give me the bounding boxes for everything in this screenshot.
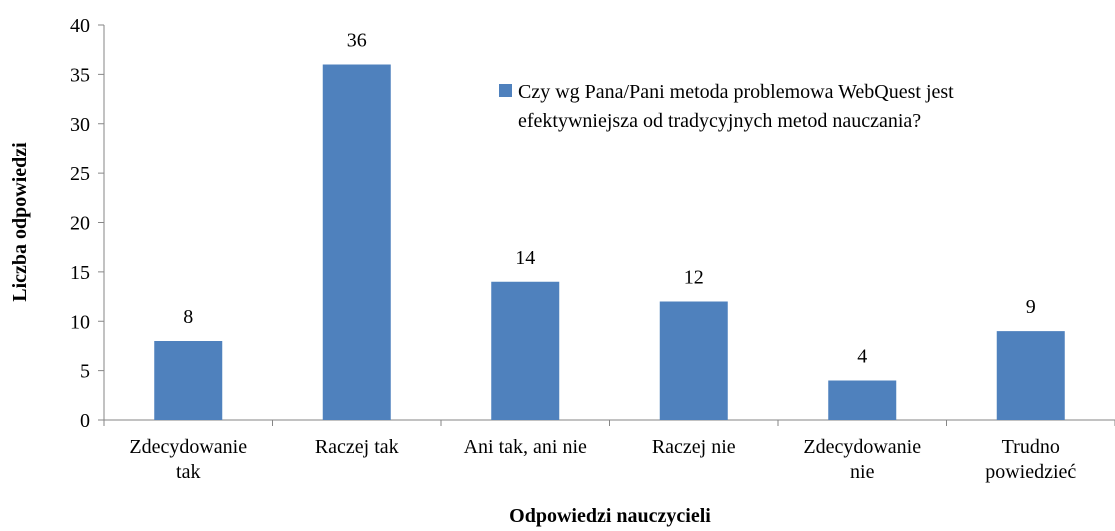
data-label: 12 bbox=[684, 267, 704, 289]
x-axis-label: Odpowiedzi nauczycieli bbox=[509, 505, 711, 527]
y-tick-label: 15 bbox=[70, 262, 90, 284]
x-tick-label: Trudno powiedzieć bbox=[985, 436, 1076, 483]
legend-swatch bbox=[499, 84, 512, 97]
data-label: 14 bbox=[515, 247, 535, 269]
y-tick-label: 25 bbox=[70, 163, 90, 185]
y-tick-label: 20 bbox=[70, 213, 90, 235]
y-tick-label: 40 bbox=[70, 15, 90, 37]
bar bbox=[828, 380, 897, 420]
y-axis-label: Liczba odpowiedzi bbox=[9, 142, 31, 302]
bar bbox=[491, 281, 560, 420]
y-tick-label: 5 bbox=[80, 361, 90, 383]
x-tick-label: Raczej nie bbox=[652, 436, 736, 458]
legend-label: Czy wg Pana/Pani metoda problemowa WebQu… bbox=[518, 81, 954, 132]
bar bbox=[154, 341, 223, 420]
y-tick-label: 0 bbox=[80, 410, 90, 432]
bar bbox=[322, 64, 391, 420]
x-tick-label: Zdecydowanie tak bbox=[129, 436, 247, 483]
bar bbox=[659, 301, 728, 420]
y-tick-label: 30 bbox=[70, 114, 90, 136]
data-label: 9 bbox=[1026, 296, 1036, 318]
x-tick-label: Ani tak, ani nie bbox=[464, 436, 587, 458]
y-tick-label: 10 bbox=[70, 311, 90, 333]
x-tick-label: Raczej tak bbox=[315, 436, 399, 458]
data-label: 4 bbox=[857, 346, 867, 368]
x-tick-label: Zdecydowanie nie bbox=[803, 436, 921, 483]
data-label: 36 bbox=[347, 30, 367, 52]
data-label: 8 bbox=[183, 306, 193, 328]
y-tick-label: 35 bbox=[70, 64, 90, 86]
bar bbox=[996, 331, 1065, 420]
